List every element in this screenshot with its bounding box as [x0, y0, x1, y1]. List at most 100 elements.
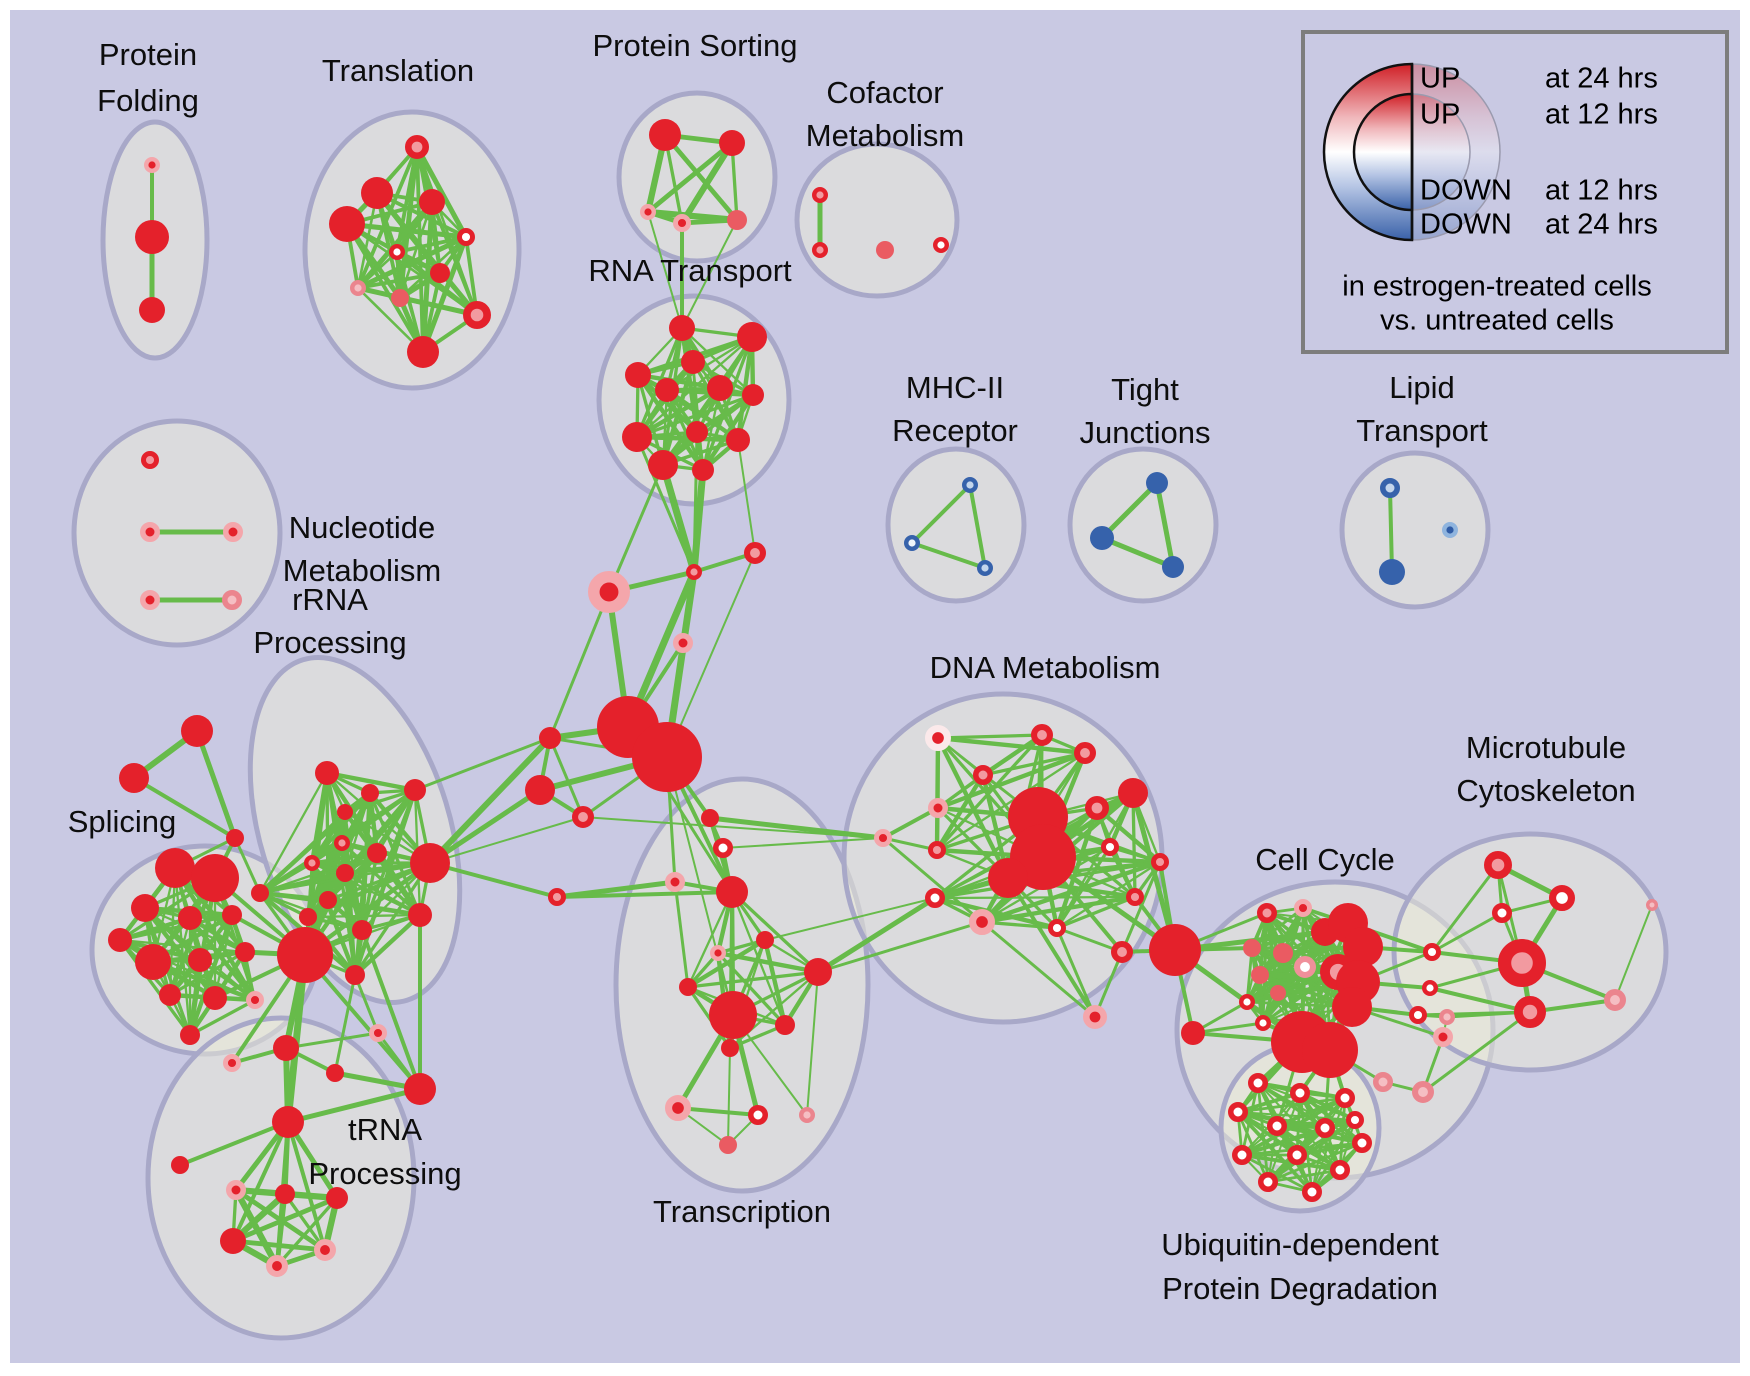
node-tr4	[329, 206, 365, 242]
cluster-trna-processing-label: tRNA	[348, 1112, 422, 1147]
edge	[344, 221, 469, 240]
node-u4	[1228, 1102, 1248, 1122]
edge	[1130, 790, 1178, 953]
edge	[881, 836, 984, 924]
node-lt3	[1441, 522, 1458, 539]
node-rt5	[655, 378, 679, 402]
node-sl6	[108, 928, 132, 952]
cluster-cofactor-metabolism-label: Metabolism	[806, 118, 965, 153]
cluster-tight-junctions-label: Tight	[1111, 372, 1179, 407]
edge	[555, 890, 734, 899]
cluster-nucleotide-metabolism-label: Metabolism	[283, 553, 442, 588]
node-h7	[673, 633, 693, 653]
node-mc6	[1514, 996, 1547, 1029]
edge	[607, 463, 665, 594]
node-rr13	[352, 920, 372, 940]
node-mc8	[1438, 1009, 1455, 1026]
legend-time-3: at 24 hrs	[1545, 209, 1658, 241]
legend-circle-inner-left	[1352, 92, 1414, 212]
node-u1	[1248, 1073, 1268, 1093]
cluster-nucleotide-metabolism-label: Nucleotide	[289, 510, 435, 545]
node-d5	[928, 798, 948, 818]
edge	[360, 928, 422, 1091]
node-rr21	[369, 1023, 388, 1042]
edge	[1245, 946, 1254, 1004]
node-nm3	[223, 522, 243, 542]
cluster-lipid-transport-label: Lipid	[1389, 370, 1455, 405]
edge	[309, 809, 348, 866]
node-b1	[539, 727, 561, 749]
edge	[1428, 986, 1532, 1014]
edge	[333, 973, 357, 1075]
edge	[762, 937, 788, 1028]
edge	[1099, 480, 1160, 541]
node-h1	[686, 564, 703, 581]
node-tj3	[1162, 556, 1184, 578]
node-c5	[1343, 927, 1383, 967]
node-u10	[1330, 1160, 1350, 1180]
cluster-translation-label: Translation	[322, 53, 474, 88]
edge	[1275, 1118, 1357, 1128]
node-tn2	[171, 1156, 189, 1174]
node-rr19	[251, 884, 269, 902]
edge	[910, 483, 972, 545]
edge	[430, 200, 479, 317]
node-d15	[925, 888, 945, 908]
edge	[395, 235, 468, 254]
node-mc10	[1646, 899, 1658, 911]
node-c13	[1238, 994, 1255, 1011]
node-rr7	[367, 843, 387, 863]
node-d3	[1074, 742, 1097, 765]
node-ps3	[640, 203, 657, 220]
edge	[324, 770, 418, 793]
edge	[355, 234, 469, 291]
edge	[662, 132, 740, 223]
legend-word-2: DOWN	[1420, 175, 1512, 207]
node-tnE	[313, 1239, 336, 1262]
edge	[258, 771, 329, 895]
node-nm1	[141, 451, 160, 470]
cluster-trna-processing-label: Processing	[308, 1156, 461, 1191]
node-tr9	[391, 289, 409, 307]
cluster-rna-transport-label: RNA Transport	[588, 253, 792, 288]
cluster-ubiquitin-degradation-label: Ubiquitin-dependent	[1161, 1227, 1439, 1262]
edge	[1055, 926, 1097, 1019]
edge	[258, 861, 314, 895]
node-u13	[1345, 1110, 1364, 1129]
edge	[680, 326, 755, 397]
node-cf4	[933, 236, 950, 253]
node-rt3	[681, 350, 705, 374]
node-tr10	[463, 301, 492, 330]
edge	[303, 953, 422, 1091]
node-d20	[1149, 924, 1201, 976]
node-tr11	[407, 336, 439, 368]
node-sl13	[180, 1025, 200, 1045]
edge	[356, 191, 379, 290]
node-d21	[1111, 941, 1134, 964]
edge	[132, 776, 237, 840]
node-c21	[1433, 1027, 1453, 1047]
edge	[647, 211, 683, 329]
node-sl5	[222, 905, 242, 925]
edge	[356, 271, 442, 290]
edge	[935, 735, 1088, 756]
edge	[635, 435, 696, 574]
node-rr17	[277, 927, 333, 983]
cluster-protein-folding-label: Folding	[97, 83, 199, 118]
node-rr9	[408, 903, 432, 927]
node-sl4	[178, 906, 202, 930]
node-mh1	[962, 477, 979, 494]
node-d17	[1047, 918, 1066, 937]
cluster-microtubule-cytoskeleton-label: Microtubule	[1466, 730, 1626, 765]
edge	[118, 938, 192, 1037]
edge	[356, 250, 399, 290]
node-tx3	[756, 931, 774, 949]
edge	[150, 959, 258, 1003]
node-sl11	[203, 986, 227, 1010]
node-b2	[525, 775, 555, 805]
edge	[1055, 860, 1162, 930]
node-c12	[1270, 985, 1286, 1001]
edge	[681, 570, 696, 645]
node-c1	[1257, 903, 1277, 923]
